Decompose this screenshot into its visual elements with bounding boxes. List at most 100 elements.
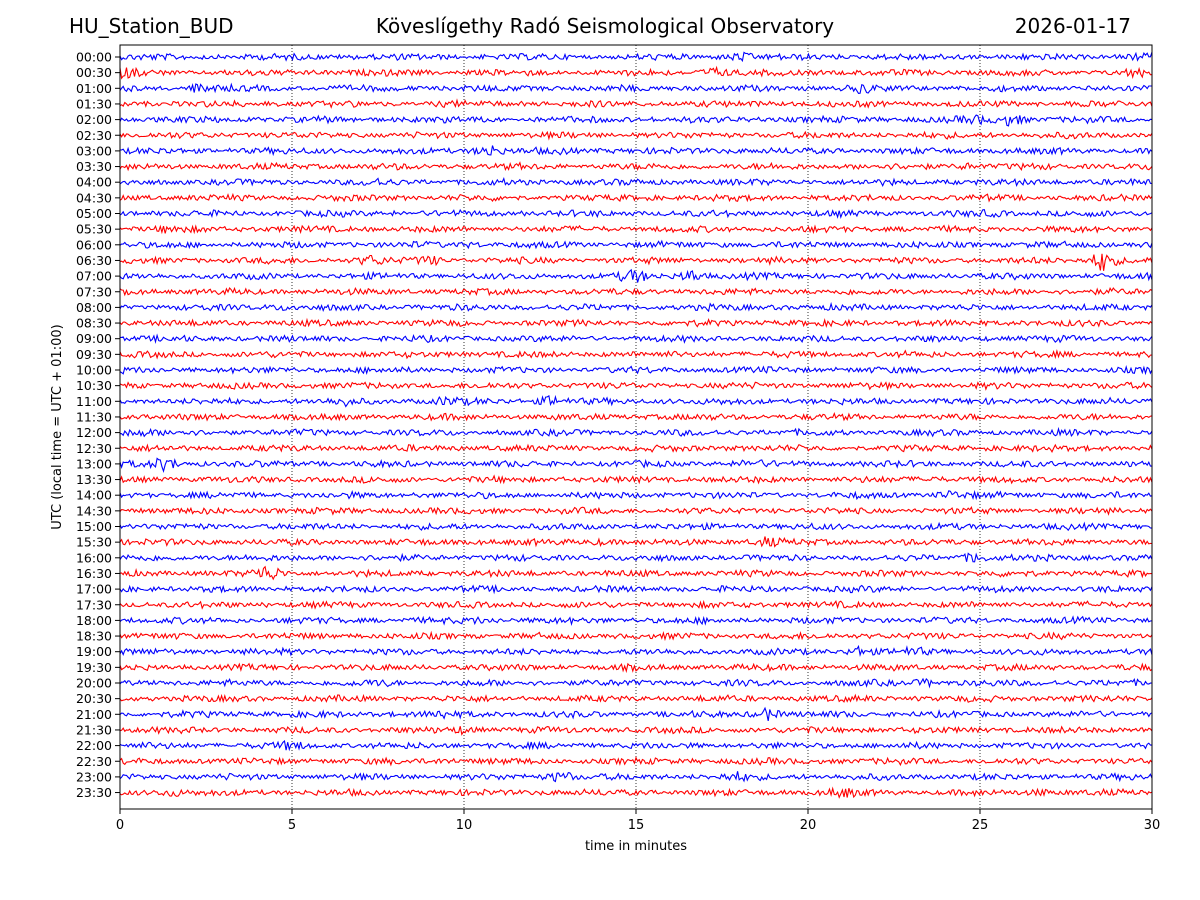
x-tick-label: 5 (288, 818, 296, 833)
y-tick-label: 08:30 (76, 316, 112, 331)
seismic-trace (119, 771, 1153, 783)
grid (291, 45, 981, 809)
seismic-trace (119, 268, 1153, 283)
y-tick-label: 06:30 (76, 253, 112, 268)
y-tick-label: 11:30 (76, 409, 112, 424)
seismic-trace (119, 286, 1153, 297)
seismic-trace (119, 552, 1153, 563)
seismic-trace (119, 381, 1153, 391)
y-tick-label: 19:30 (76, 660, 112, 675)
chart-title: Köveslígethy Radó Seismological Observat… (375, 14, 835, 38)
y-tick-label: 20:30 (76, 691, 112, 706)
y-tick-label: 12:00 (76, 425, 112, 440)
y-tick-label: 23:00 (76, 769, 112, 784)
seismic-trace (119, 317, 1153, 329)
y-tick-label: 09:30 (76, 347, 112, 362)
y-tick-label: 00:00 (76, 50, 112, 65)
seismic-trace (119, 644, 1153, 658)
y-tick-label: 18:00 (76, 613, 112, 628)
seismic-trace (119, 443, 1153, 453)
seismic-trace (119, 506, 1153, 516)
seismic-trace (119, 161, 1153, 172)
y-tick-label: 16:30 (76, 566, 112, 581)
seismic-trace (119, 192, 1153, 203)
y-tick-label: 08:00 (76, 300, 112, 315)
y-tick-label: 11:00 (76, 394, 112, 409)
seismic-trace (119, 739, 1152, 752)
seismic-trace (119, 98, 1153, 109)
seismic-trace (119, 349, 1153, 360)
traces (119, 51, 1153, 799)
y-tick-label: 13:30 (76, 472, 112, 487)
seismic-trace (119, 364, 1153, 376)
y-tick-label: 05:00 (76, 206, 112, 221)
y-tick-label: 06:00 (76, 237, 112, 252)
seismic-trace (119, 253, 1153, 271)
y-tick-label: 01:00 (76, 81, 112, 96)
seismic-trace (119, 474, 1153, 485)
seismic-trace (119, 565, 1153, 581)
seismic-trace (119, 615, 1153, 627)
seismic-trace (119, 208, 1153, 220)
seismic-trace (119, 756, 1153, 767)
seismic-trace (119, 82, 1152, 94)
y-tick-label: 04:30 (76, 190, 112, 205)
y-tick-label: 05:30 (76, 222, 112, 237)
x-tick-label: 30 (1144, 818, 1161, 833)
seismic-trace (119, 426, 1153, 438)
y-tick-label: 15:30 (76, 535, 112, 550)
y-tick-label: 21:00 (76, 707, 112, 722)
seismic-trace (119, 51, 1153, 63)
seismic-trace (119, 536, 1153, 548)
y-tick-label: 22:30 (76, 754, 112, 769)
seismic-trace (119, 630, 1153, 642)
seismic-trace (119, 145, 1153, 157)
seismic-trace (119, 239, 1153, 250)
x-tick-label: 25 (972, 818, 989, 833)
date-label: 2026-01-17 (1014, 14, 1131, 38)
y-tick-label: 09:00 (76, 331, 112, 346)
y-tick-label: 13:00 (76, 456, 112, 471)
y-tick-label: 02:30 (76, 128, 112, 143)
y-tick-label: 20:00 (76, 676, 112, 691)
y-tick-label: 21:30 (76, 722, 112, 737)
x-tick-label: 15 (628, 818, 645, 833)
seismic-trace (119, 301, 1153, 313)
x-axis-label: time in minutes (585, 839, 687, 854)
seismic-trace (119, 693, 1153, 704)
seismic-trace (119, 412, 1153, 422)
y-tick-label: 14:30 (76, 503, 112, 518)
seismic-trace (119, 114, 1153, 127)
seismic-trace (119, 786, 1153, 799)
x-tick-label: 0 (116, 818, 124, 833)
y-tick-label: 14:00 (76, 488, 112, 503)
y-tick-label: 12:30 (76, 441, 112, 456)
y-tick-label: 04:00 (76, 175, 112, 190)
seismic-trace (120, 333, 1153, 344)
seismic-trace (119, 521, 1153, 532)
y-tick-label: 19:00 (76, 644, 112, 659)
seismic-trace (119, 65, 1152, 80)
seismic-trace (119, 489, 1153, 501)
seismic-trace (119, 662, 1153, 674)
y-tick-label: 03:00 (76, 143, 112, 158)
y-tick-label: 22:00 (76, 738, 112, 753)
y-tick-label: 23:30 (76, 785, 112, 800)
y-tick-label: 16:00 (76, 550, 112, 565)
seismic-trace (119, 677, 1153, 689)
seismic-trace (119, 599, 1153, 610)
y-tick-label: 17:00 (76, 582, 112, 597)
seismic-trace (119, 130, 1153, 141)
y-tick-label: 03:30 (76, 159, 112, 174)
station-name: HU_Station_BUD (69, 14, 234, 38)
y-tick-label: 15:00 (76, 519, 112, 534)
seismic-trace (119, 394, 1153, 408)
y-tick-label: 07:30 (76, 284, 112, 299)
y-tick-label: 02:00 (76, 112, 112, 127)
seismic-trace (119, 706, 1153, 722)
y-tick-label: 00:30 (76, 65, 112, 80)
seismic-trace (119, 725, 1153, 736)
x-tick-label: 10 (456, 818, 473, 833)
seismic-trace (119, 583, 1153, 595)
